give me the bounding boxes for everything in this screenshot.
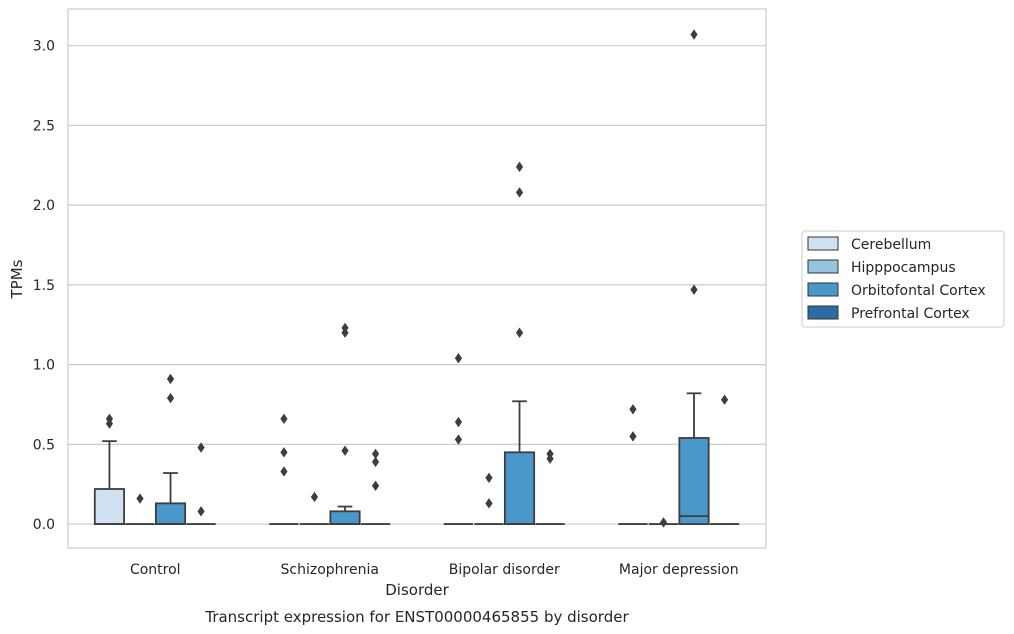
outlier-point <box>166 392 175 404</box>
y-tick-label: 3.0 <box>33 39 55 55</box>
outlier-point <box>280 466 288 477</box>
box-prefrontal-cortex <box>535 448 565 525</box>
box-body <box>329 510 361 525</box>
outlier-point <box>371 448 380 460</box>
box-orbitofontal-cortex <box>154 373 187 525</box>
x-axis-label: Disorder <box>385 581 449 599</box>
box-cerebellum <box>443 353 474 525</box>
outlier-point <box>371 480 380 492</box>
legend: Cerebellum Hipppocampus Orbitofontal Corte… <box>801 230 1005 328</box>
plot-frame <box>67 8 767 549</box>
y-tick-label: 2.0 <box>33 198 55 214</box>
outlier-point <box>280 413 288 425</box>
outlier-point <box>659 517 668 528</box>
outlier-point <box>371 456 380 468</box>
outlier-point <box>166 373 175 385</box>
outlier-point <box>690 29 698 40</box>
legend-entry: Prefrontal Cortex <box>851 306 970 322</box>
box-prefrontal-cortex <box>360 448 391 525</box>
box-cerebellum <box>269 413 299 525</box>
boxes <box>93 29 740 528</box>
y-tick-label: 1.5 <box>33 278 55 294</box>
legend-swatch <box>807 282 839 297</box>
outlier-point <box>341 445 349 456</box>
outlier-point <box>341 322 349 334</box>
x-tick-label: Control <box>130 562 181 578</box>
outlier-point <box>690 284 698 295</box>
box-body <box>678 437 710 525</box>
x-tick-label: Bipolar disorder <box>449 562 560 578</box>
outlier-point <box>485 498 493 509</box>
y-tick-labels: 0.0 0.5 1.0 1.5 2.0 2.5 3.0 <box>33 39 55 533</box>
box-body <box>503 451 536 525</box>
x-tick-labels: Control Schizophrenia Bipolar disorder Majo… <box>130 562 739 578</box>
y-tick-label: 0.0 <box>33 517 55 533</box>
chart-caption: Transcript expression for ENST0000046585… <box>204 608 629 626</box>
outlier-point <box>454 353 463 364</box>
outlier-point <box>546 448 554 460</box>
outlier-point <box>280 447 288 458</box>
legend-swatch <box>807 259 839 274</box>
outlier-point <box>197 506 205 517</box>
outlier-point <box>454 416 463 428</box>
box-hipppocampus <box>125 493 155 525</box>
outlier-point <box>720 394 729 405</box>
grid-lines <box>68 45 766 525</box>
box-hipppocampus <box>299 491 330 525</box>
box-body <box>93 488 126 525</box>
legend-entry: Cerebellum <box>851 237 931 253</box>
box-orbitofontal-cortex <box>503 161 536 525</box>
box-hipppocampus <box>648 517 679 528</box>
legend-frame <box>801 230 1005 328</box>
y-tick-label: 0.5 <box>33 437 55 453</box>
x-tick-label: Schizophrenia <box>281 562 379 578</box>
outlier-point <box>515 187 524 198</box>
outlier-point <box>310 491 319 503</box>
y-axis-label: TPMs <box>8 259 26 299</box>
legend-entry: Hipppocampus <box>851 260 956 276</box>
box-cerebellum <box>618 404 648 525</box>
outlier-point <box>105 413 114 425</box>
box-cerebellum <box>93 413 126 525</box>
box-orbitofontal-cortex <box>678 29 710 525</box>
outlier-point <box>197 442 205 453</box>
box-prefrontal-cortex <box>186 442 216 525</box>
box-orbitofontal-cortex <box>329 322 361 525</box>
y-tick-label: 1.0 <box>33 358 55 374</box>
outlier-point <box>136 493 144 504</box>
outlier-point <box>629 404 637 415</box>
outlier-point <box>515 327 524 338</box>
box-body <box>154 502 187 525</box>
outlier-point <box>454 434 463 445</box>
legend-swatch <box>807 236 839 251</box>
legend-swatch <box>807 305 839 320</box>
x-tick-label: Major depression <box>619 562 739 578</box>
y-tick-label: 2.5 <box>33 118 55 134</box>
legend-entry: Orbitofontal Cortex <box>851 283 986 299</box>
outlier-point <box>515 161 524 173</box>
outlier-point <box>629 431 637 442</box>
box-prefrontal-cortex <box>709 394 740 525</box>
box-hipppocampus <box>474 472 504 525</box>
outlier-point <box>485 472 493 484</box>
